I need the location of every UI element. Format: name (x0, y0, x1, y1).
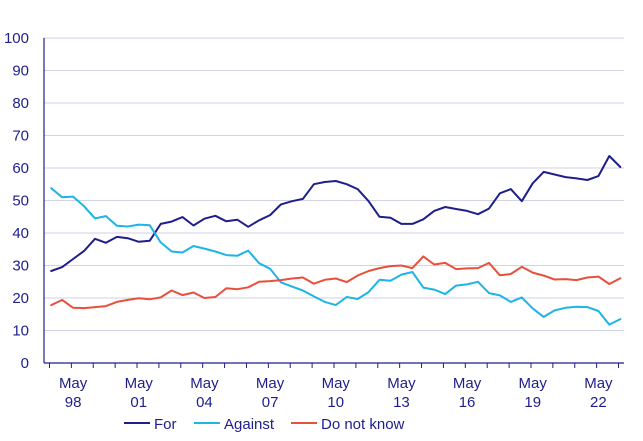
x-tick-label-year: 16 (459, 394, 476, 411)
x-tick-label-year: 01 (130, 394, 147, 411)
x-tick-label-month: May (190, 375, 219, 392)
x-tick-label-year: 04 (196, 394, 213, 411)
legend-label-do-not-know: Do not know (321, 416, 405, 433)
series-lines (50, 155, 622, 326)
x-tick-label-month: May (322, 375, 351, 392)
x-tick-label-year: 22 (590, 394, 607, 411)
grid-lines (43, 37, 624, 364)
legend-label-for: For (154, 416, 177, 433)
y-tick-label: 40 (12, 225, 29, 242)
y-tick-label: 90 (12, 63, 29, 80)
x-tick-label-month: May (519, 375, 548, 392)
x-tick-label-year: 10 (327, 394, 344, 411)
y-tick-label: 30 (12, 258, 29, 275)
x-tick-label-month: May (125, 375, 154, 392)
x-tick-label-year: 07 (262, 394, 279, 411)
y-tick-label: 70 (12, 128, 29, 145)
x-tick-label-year: 98 (65, 394, 82, 411)
series-line-for (50, 155, 622, 272)
x-tick-label-month: May (59, 375, 88, 392)
series-line-against (50, 187, 622, 326)
legend: For Against Do not know (124, 416, 405, 433)
y-tick-label: 80 (12, 95, 29, 112)
series-line-do-not-know (50, 255, 622, 310)
y-tick-label: 50 (12, 193, 29, 210)
y-axis-tick-labels: 0 10 20 30 40 50 60 70 80 90 100 (4, 30, 29, 372)
y-tick-label: 60 (12, 160, 29, 177)
x-tick-label-year: 19 (524, 394, 541, 411)
x-tick-label-month: May (584, 375, 613, 392)
x-axis: May 98 May 01 May 04 May 07 May 10 May 13 May 16 May 19… (48, 363, 620, 411)
y-tick-label: 100 (4, 30, 29, 47)
legend-label-against: Against (224, 416, 275, 433)
x-tick-label-year: 13 (393, 394, 410, 411)
y-tick-label: 20 (12, 290, 29, 307)
x-tick-label-month: May (453, 375, 482, 392)
y-tick-label: 0 (21, 355, 29, 372)
x-tick-label-month: May (387, 375, 416, 392)
x-tick-label-month: May (256, 375, 285, 392)
y-tick-label: 10 (12, 323, 29, 340)
